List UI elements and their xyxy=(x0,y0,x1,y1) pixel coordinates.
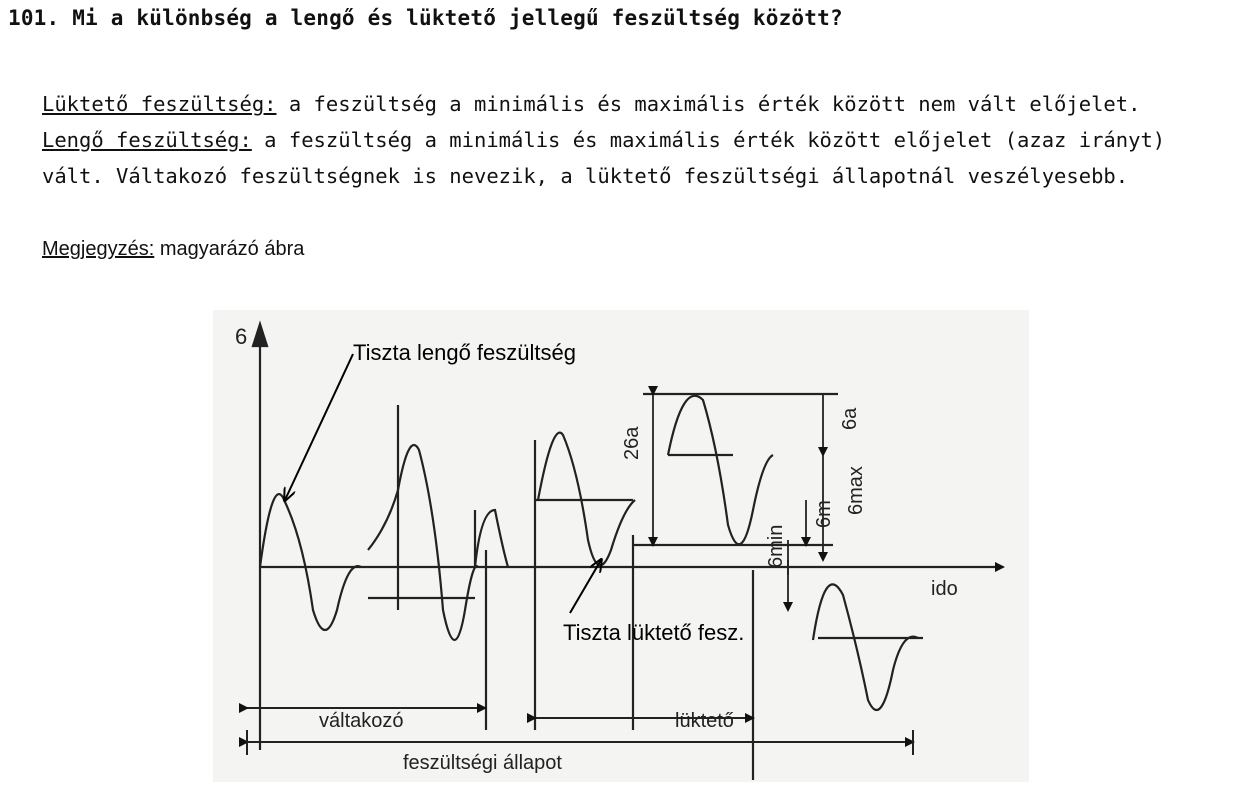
range-label-state: feszültségi állapot xyxy=(403,752,562,774)
annotation-pulsating: Tiszta lüktető fesz. xyxy=(563,620,745,645)
range-label-alternating: váltakozó xyxy=(319,710,404,732)
question-title: 101. Mi a különbség a lengő és lüktető j… xyxy=(8,6,843,30)
note-text: magyarázó ábra xyxy=(154,238,305,260)
range-label-pulsating: lüktető xyxy=(675,710,734,732)
annotation-alternating: Tiszta lengő feszültség xyxy=(353,340,576,365)
explanatory-figure: 6 ido 26a 6a 6max 6m 6min váltakozó lükt… xyxy=(213,310,1029,782)
dim-sa-label: 6a xyxy=(839,407,861,430)
dim-smax-label: 6max xyxy=(845,466,867,515)
dim-2sa-label: 26a xyxy=(621,426,643,460)
annotation-arrow-pulsating xyxy=(569,560,601,614)
wave-alternating-offset xyxy=(367,443,479,642)
wave-lower-right xyxy=(811,583,919,712)
note: Megjegyzés: magyarázó ábra xyxy=(42,238,304,261)
y-axis-symbol: 6 xyxy=(235,324,248,349)
dim-smin-label: 6min xyxy=(765,524,787,568)
wave-pulsating-pure xyxy=(536,431,636,567)
wave-alternating-pure xyxy=(258,493,362,632)
alternating-definition: a feszültség a minimális és maximális ér… xyxy=(42,128,1166,188)
dim-sm-label: 6m xyxy=(813,500,835,528)
y-axis-arrowhead xyxy=(251,320,269,348)
wave-pulsating-offset xyxy=(666,394,774,546)
alternating-term: Lengő feszültség: xyxy=(42,128,252,152)
stress-diagram xyxy=(239,320,1005,780)
answer-text: Lüktető feszültség: a feszültség a minim… xyxy=(42,86,1212,194)
wave-alternating-3 xyxy=(473,508,510,568)
note-label: Megjegyzés: xyxy=(42,238,155,260)
x-axis-label: ido xyxy=(931,578,958,600)
pulsating-definition: a feszültség a minimális és maximális ér… xyxy=(276,92,1141,116)
annotation-arrow-alternating xyxy=(285,353,354,500)
pulsating-term: Lüktető feszültség: xyxy=(42,92,277,116)
